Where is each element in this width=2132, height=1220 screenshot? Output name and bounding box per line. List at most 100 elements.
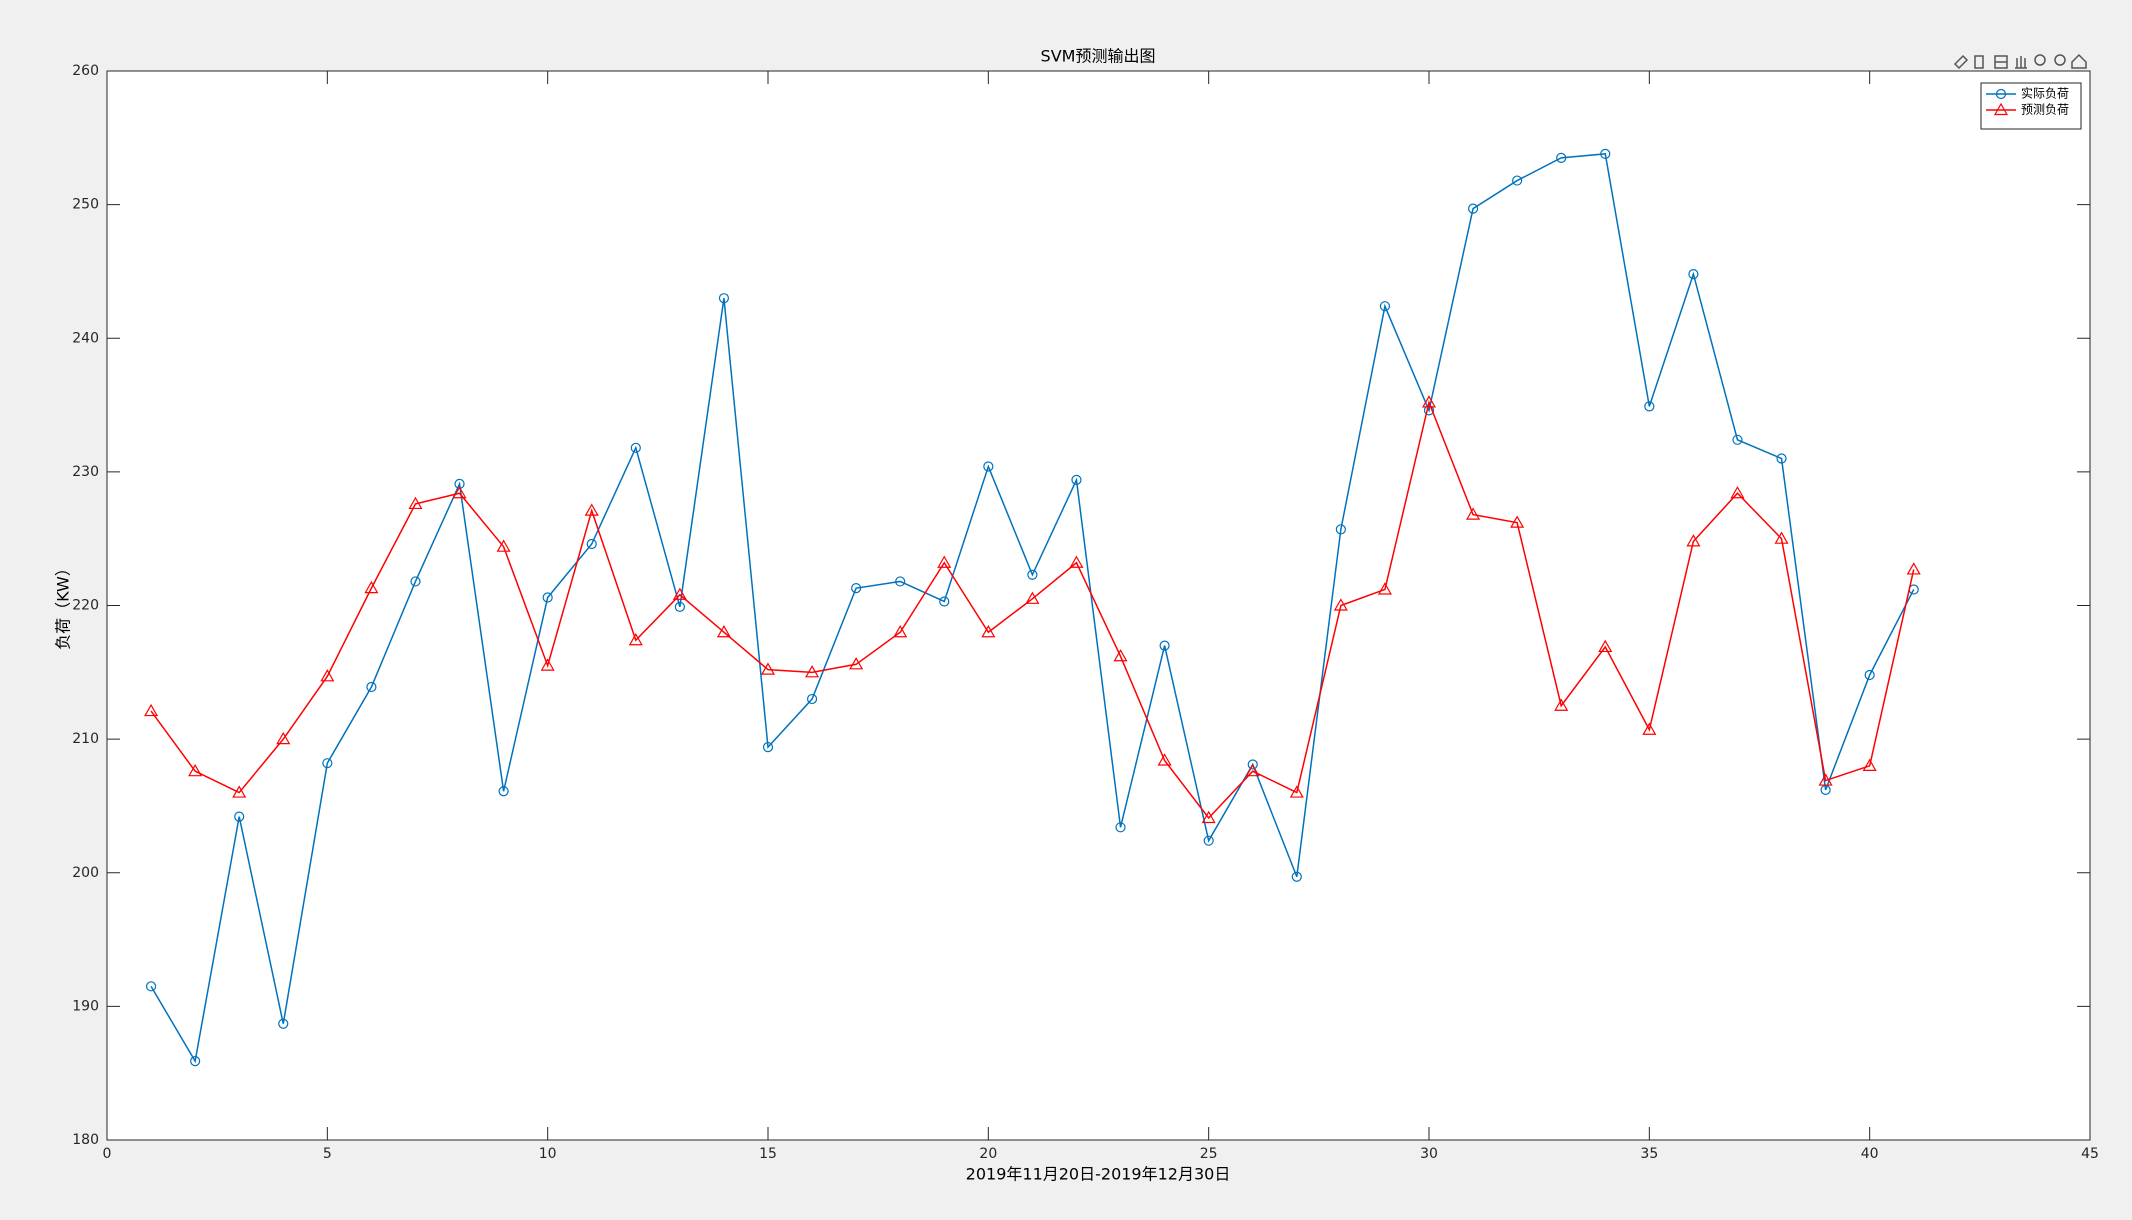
marker (1600, 148, 1611, 159)
marker (498, 786, 509, 797)
marker (1642, 722, 1657, 735)
marker (1554, 698, 1569, 711)
marker (410, 576, 421, 587)
marker (1113, 649, 1128, 662)
marker (1247, 759, 1258, 770)
marker (1159, 640, 1170, 651)
marker (1512, 175, 1523, 186)
marker (408, 496, 423, 510)
marker (1864, 669, 1875, 681)
marker (718, 293, 730, 304)
marker (1466, 507, 1481, 520)
zoom-in-icon[interactable] (2034, 54, 2046, 66)
marker (849, 657, 864, 670)
marker (1423, 405, 1435, 416)
marker (672, 587, 687, 600)
marker (1774, 531, 1789, 544)
marker (630, 442, 641, 453)
marker (1906, 562, 1921, 575)
y-tick-label: 200 (72, 865, 99, 881)
marker (1027, 569, 1038, 580)
marker (1291, 871, 1302, 882)
marker (1467, 203, 1479, 214)
marker (1556, 152, 1567, 163)
legend-icon[interactable] (1994, 55, 2008, 69)
marker (188, 763, 203, 777)
marker (1333, 598, 1348, 611)
marker (190, 1056, 201, 1067)
x-tick-label: 20 (979, 1146, 997, 1162)
marker (234, 811, 245, 822)
marker (1993, 102, 2009, 116)
x-tick-label: 10 (539, 1146, 557, 1162)
pan-icon[interactable] (2015, 56, 2027, 69)
y-tick-label: 250 (72, 197, 99, 213)
marker (232, 785, 247, 798)
marker (983, 461, 994, 472)
x-tick-label: 25 (1200, 1146, 1218, 1162)
marker (893, 625, 908, 638)
marker (540, 658, 555, 671)
marker (1377, 582, 1392, 595)
x-tick-label: 5 (323, 1146, 332, 1162)
marker (1025, 591, 1040, 604)
marker (939, 596, 950, 607)
marker (674, 601, 685, 612)
marker (364, 580, 379, 594)
marker (584, 503, 599, 516)
zoom-out-icon[interactable] (2054, 54, 2066, 66)
marker (1201, 810, 1216, 824)
marker (628, 633, 643, 646)
chart-title: SVM预测输出图 (1041, 47, 1156, 66)
x-tick-label: 35 (1640, 1146, 1658, 1162)
plot-area (107, 71, 2090, 1140)
x-tick-label: 30 (1420, 1146, 1438, 1162)
marker (1289, 785, 1304, 798)
marker (320, 669, 335, 682)
marker (276, 731, 291, 745)
marker (322, 758, 333, 769)
y-tick-label: 220 (72, 598, 99, 614)
marker (1730, 486, 1745, 499)
marker (895, 576, 906, 587)
marker (1818, 773, 1833, 786)
x-axis-label: 2019年11月20日-2019年12月30日 (966, 1165, 1231, 1184)
marker (1069, 555, 1084, 568)
legend-label: 预测负荷 (2021, 103, 2069, 117)
marker (542, 592, 553, 603)
marker (1421, 395, 1437, 408)
marker (144, 703, 159, 717)
marker (1115, 822, 1126, 833)
marker (496, 539, 511, 552)
marker (1776, 453, 1787, 464)
marker (981, 625, 996, 638)
x-tick-label: 15 (759, 1146, 777, 1162)
marker (805, 665, 820, 678)
marker (1379, 301, 1391, 312)
marker (1686, 534, 1701, 547)
marker (1644, 401, 1655, 412)
marker (1510, 515, 1525, 528)
marker (1598, 639, 1613, 653)
marker (1071, 474, 1082, 485)
marker (716, 625, 731, 638)
marker (1688, 269, 1699, 280)
marker (806, 693, 818, 705)
y-tick-label: 180 (72, 1132, 99, 1148)
axes-box (106, 70, 2091, 1141)
x-tick-label: 45 (2081, 1146, 2099, 1162)
marker (851, 583, 862, 594)
marker (278, 1018, 289, 1029)
marker (366, 681, 377, 693)
datatip-icon[interactable] (1974, 55, 1984, 69)
brush-icon[interactable] (1953, 54, 1969, 70)
marker (1157, 753, 1172, 766)
marker (1335, 524, 1346, 535)
marker (760, 662, 776, 675)
series-line (150, 399, 1915, 820)
home-icon[interactable] (2071, 53, 2087, 69)
marker (452, 486, 467, 499)
marker (1245, 763, 1260, 777)
